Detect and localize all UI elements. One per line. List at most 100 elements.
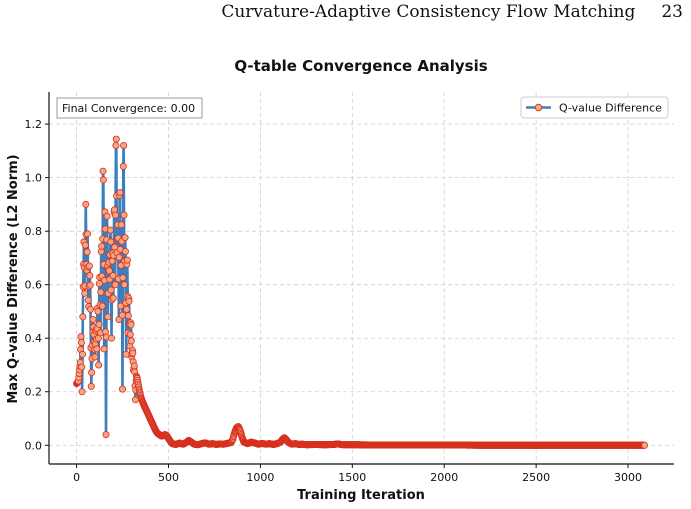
data-point-35 — [85, 262, 93, 270]
data-point-95 — [108, 334, 116, 342]
data-point-122 — [117, 221, 125, 229]
data-point-14 — [78, 363, 86, 371]
data-point-94 — [107, 286, 115, 294]
data-point-30 — [84, 230, 92, 238]
data-point-89 — [105, 267, 113, 275]
data-point-125 — [119, 385, 127, 393]
data-point-40 — [87, 382, 95, 390]
data-point-136 — [123, 305, 131, 313]
data-point-38 — [87, 305, 95, 313]
data-point-37 — [86, 281, 94, 289]
y-ticks: 0.0 0.2 0.4 0.6 0.8 1.0 1.2 — [25, 118, 49, 452]
data-point-70 — [98, 302, 106, 310]
legend-entry-q-value-difference: Q-value Difference — [559, 102, 662, 115]
data-point-108 — [112, 135, 120, 143]
data-point-60 — [95, 361, 103, 369]
y-tick-label-1: 0.2 — [25, 386, 43, 399]
data-point-55 — [93, 345, 101, 353]
data-point-58 — [94, 307, 102, 315]
data-point-15 — [78, 388, 86, 396]
data-point-73 — [99, 176, 107, 184]
data-point-41 — [88, 368, 96, 376]
series-line-q-value-difference — [75, 137, 646, 447]
series-markers — [73, 135, 649, 449]
data-point-29 — [83, 248, 91, 256]
page-header: Curvature-Adaptive Consistency Flow Matc… — [221, 2, 683, 22]
data-point-157 — [130, 362, 138, 370]
data-point-106 — [112, 211, 120, 219]
x-tick-label-2: 1000 — [246, 471, 274, 484]
y-tick-label-6: 1.2 — [25, 118, 43, 131]
data-point-61 — [95, 320, 103, 328]
legend: Q-value Difference — [520, 96, 669, 119]
data-point-66 — [97, 288, 105, 296]
x-ticks: 0 500 1000 1500 2000 2500 3000 — [73, 464, 642, 484]
annotation-box: Final Convergence: 0.00 — [56, 97, 203, 119]
data-point-75 — [100, 345, 108, 353]
data-point-127 — [119, 162, 127, 170]
running-title: Curvature-Adaptive Consistency Flow Matc… — [221, 2, 636, 22]
data-point-153 — [129, 349, 137, 357]
x-tick-label-1: 500 — [158, 471, 179, 484]
data-point-32 — [84, 296, 92, 304]
y-axis-label: Max Q-value Difference (L2 Norm) — [6, 154, 21, 403]
data-point-99 — [109, 272, 117, 280]
data-point-24 — [81, 241, 89, 249]
data-point-68 — [98, 242, 106, 250]
data-point-138 — [123, 256, 131, 264]
data-point-124 — [118, 311, 126, 319]
data-point-107 — [112, 141, 120, 149]
x-tick-label-0: 0 — [73, 471, 80, 484]
data-point-25 — [82, 200, 90, 208]
data-point-116 — [115, 253, 123, 261]
data-point-128 — [120, 141, 128, 149]
x-tick-label-6: 3000 — [614, 471, 642, 484]
y-tick-label-3: 0.6 — [25, 279, 43, 292]
data-point-141 — [124, 312, 132, 320]
data-point-50 — [91, 353, 99, 361]
x-tick-label-5: 2500 — [522, 471, 550, 484]
data-point-148 — [127, 321, 135, 329]
x-tick-label-3: 1500 — [338, 471, 366, 484]
data-point-149 — [127, 337, 135, 345]
data-point-105 — [111, 281, 119, 289]
data-point-83 — [103, 212, 111, 220]
data-point-92 — [106, 226, 114, 234]
data-point-12 — [77, 333, 85, 341]
data-point-17 — [79, 313, 87, 321]
chart-title: Q-table Convergence Analysis — [234, 57, 487, 75]
data-point-16 — [79, 350, 87, 358]
data-point-97 — [108, 257, 116, 265]
data-point-1545 — [641, 441, 649, 449]
data-point-100 — [109, 294, 117, 302]
data-point-120 — [117, 302, 125, 310]
page-number: 23 — [661, 2, 683, 22]
x-axis-label: Training Iteration — [297, 488, 425, 503]
x-tick-label-4: 2000 — [430, 471, 458, 484]
data-point-132 — [121, 234, 129, 242]
legend-marker-swatch — [534, 103, 543, 112]
data-point-22 — [81, 289, 89, 297]
data-point-133 — [122, 247, 130, 255]
plot-area — [73, 135, 649, 449]
y-tick-label-0: 0.0 — [25, 439, 43, 452]
data-point-80 — [102, 431, 110, 439]
data-point-143 — [125, 297, 133, 305]
data-point-146 — [126, 330, 134, 338]
data-point-45 — [89, 315, 97, 323]
data-point-126 — [119, 274, 127, 282]
data-point-85 — [104, 313, 112, 321]
data-point-72 — [99, 167, 107, 175]
final-convergence-text: Final Convergence: 0.00 — [62, 102, 195, 115]
data-point-36 — [86, 272, 94, 280]
y-tick-label-2: 0.4 — [25, 332, 43, 345]
data-point-118 — [116, 189, 124, 197]
data-point-93 — [107, 238, 115, 246]
y-tick-label-5: 1.0 — [25, 172, 43, 185]
grid-lines — [49, 92, 674, 464]
data-point-13 — [77, 338, 85, 346]
y-tick-label-4: 0.8 — [25, 225, 43, 238]
data-point-130 — [120, 281, 128, 289]
data-point-129 — [120, 211, 128, 219]
